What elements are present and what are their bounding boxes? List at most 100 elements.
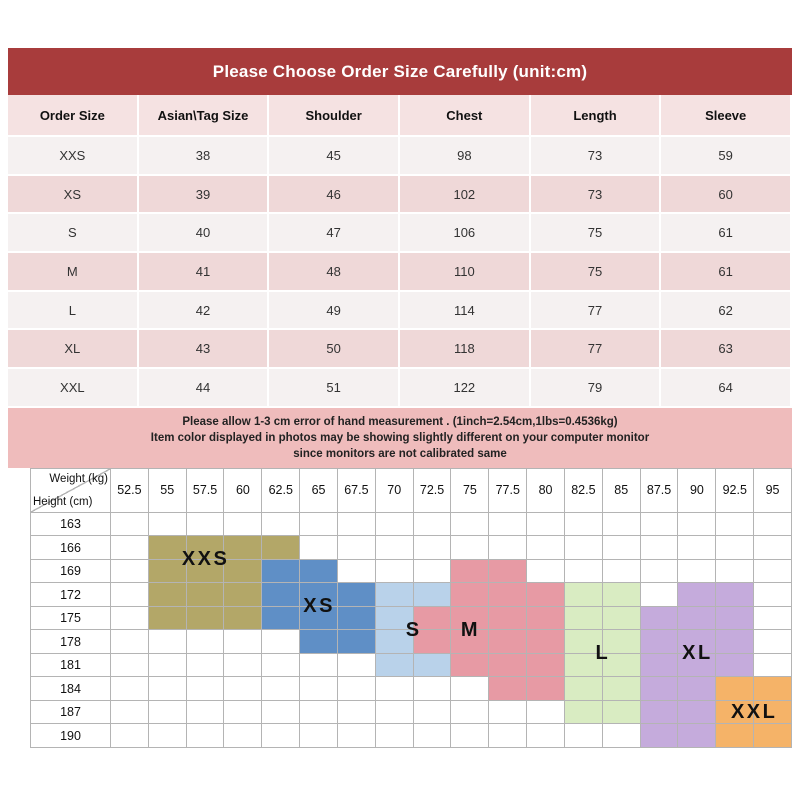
grid-cell (489, 700, 528, 725)
table-cell: 47 (269, 214, 400, 254)
size-region-cell-xs (300, 630, 338, 654)
table-cell: 44 (138, 369, 270, 408)
grid-cell (451, 724, 490, 748)
weight-tick: 62.5 (262, 468, 301, 513)
size-region-cell-l (564, 630, 603, 654)
size-table: Order Size Asian\Tag Size Shoulder Chest Len… (8, 95, 792, 408)
size-region-cell-m (489, 559, 528, 584)
grid-cell (262, 512, 301, 537)
weight-tick: 52.5 (111, 468, 149, 513)
grid-cell (413, 677, 452, 701)
note-line-2: Item color displayed in photos may be sh… (150, 432, 650, 445)
weight-tick: 60 (224, 468, 263, 513)
grid-cell (224, 724, 263, 748)
note-line-1: Please allow 1-3 cm error of hand measur… (182, 415, 618, 428)
table-cell: 102 (400, 175, 531, 215)
grid-cell (111, 677, 149, 701)
size-region-cell-xxs (186, 536, 225, 560)
table-cell: XXL (8, 369, 139, 408)
grid-cell (111, 606, 149, 631)
size-region-cell-m (451, 606, 490, 631)
size-region-cell-xxs (224, 559, 263, 584)
grid-cell (564, 559, 603, 584)
size-region-cell-xl (640, 700, 679, 725)
size-region-cell-m (527, 606, 565, 631)
size-region-cell-xs (262, 606, 301, 631)
size-region-cell-xxs (262, 536, 301, 560)
grid-cell (262, 724, 301, 748)
height-tick: 163 (31, 512, 111, 537)
size-region-cell-xs (300, 606, 338, 631)
grid-cell (413, 700, 452, 725)
size-region-cell-s (413, 583, 452, 607)
weight-tick: 67.5 (337, 468, 376, 513)
table-cell: 106 (400, 214, 531, 254)
grid-cell (186, 630, 225, 654)
column-header: Asian\Tag Size (138, 95, 270, 137)
weight-tick: 72.5 (413, 468, 452, 513)
height-axis-label: Height (cm) (33, 495, 93, 508)
grid-cell (640, 536, 679, 560)
size-region-cell-xl (716, 653, 755, 678)
column-header: Sleeve (661, 95, 792, 137)
size-region-cell-m (489, 583, 528, 607)
size-region-cell-xl (640, 677, 679, 701)
size-region-cell-xl (678, 700, 717, 725)
grid-cell (300, 700, 338, 725)
grid-cell (111, 512, 149, 537)
weight-tick: 70 (375, 468, 414, 513)
table-cell: XS (8, 175, 139, 215)
size-region-cell-l (602, 677, 641, 701)
weight-tick: 55 (148, 468, 187, 513)
grid-cell (375, 559, 414, 584)
size-region-cell-xl (716, 606, 755, 631)
height-tick: 184 (31, 677, 111, 701)
height-tick: 172 (31, 583, 111, 607)
grid-cell (527, 536, 565, 560)
grid-cell (716, 536, 755, 560)
table-cell: 38 (138, 137, 270, 176)
table-cell: 42 (138, 291, 270, 331)
grid-cell (148, 700, 187, 725)
table-cell: 114 (400, 291, 531, 331)
size-region-cell-m (527, 677, 565, 701)
size-region-cell-xxl (754, 700, 792, 725)
grid-cell (451, 700, 490, 725)
grid-cell (262, 700, 301, 725)
size-region-cell-xl (678, 724, 717, 748)
size-region-cell-s (375, 630, 414, 654)
table-cell: S (8, 214, 139, 254)
grid-cell (564, 724, 603, 748)
size-region-cell-xl (716, 583, 755, 607)
grid-cell (186, 700, 225, 725)
grid-cell (564, 512, 603, 537)
weight-tick: 85 (602, 468, 641, 513)
size-region-cell-xxs (224, 536, 263, 560)
height-tick: 190 (31, 724, 111, 748)
table-cell: 46 (269, 175, 400, 215)
column-header: Length (530, 95, 662, 137)
grid-cell (224, 512, 263, 537)
table-cell: 75 (530, 253, 662, 292)
size-region-cell-m (489, 653, 528, 678)
grid-cell (375, 677, 414, 701)
table-cell: 59 (661, 137, 792, 176)
grid-cell (300, 653, 338, 678)
grid-cell (224, 700, 263, 725)
grid-cell (337, 536, 376, 560)
size-region-cell-xxl (716, 677, 755, 701)
grid-cell (337, 512, 376, 537)
grid-cell (148, 512, 187, 537)
size-region-cell-xl (640, 606, 679, 631)
grid-cell (602, 724, 641, 748)
size-region-cell-xl (678, 677, 717, 701)
grid-cell (300, 536, 338, 560)
size-region-cell-m (489, 677, 528, 701)
grid-cell (527, 512, 565, 537)
size-region-cell-xl (716, 630, 755, 654)
axis-corner: Weight (kg) Height (cm) (31, 468, 111, 513)
height-tick: 178 (31, 630, 111, 654)
grid-cell (754, 630, 792, 654)
weight-tick: 65 (300, 468, 338, 513)
size-region-cell-xxs (148, 606, 187, 631)
